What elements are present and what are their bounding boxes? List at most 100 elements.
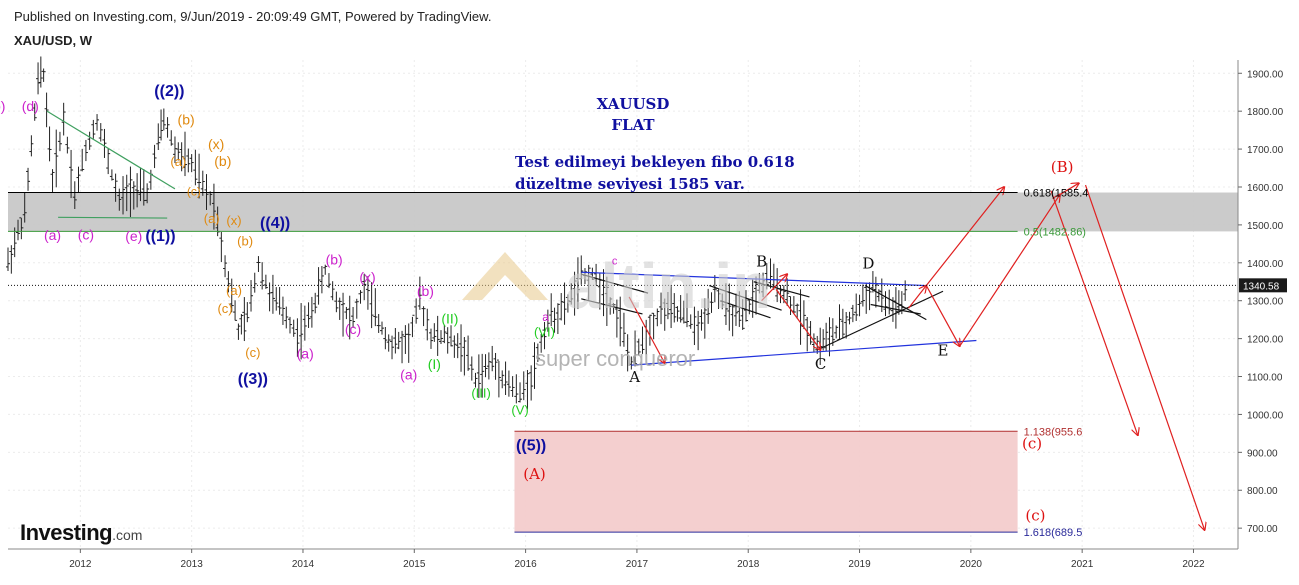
wave-label-25: (a) [400,367,417,383]
fib-label-3: 1.618(689.5 [1024,527,1083,539]
projection-arrow-4 [925,285,959,347]
trend-line-10 [864,285,927,321]
last-price-tag [1239,278,1287,293]
projection-arrow-6 [959,195,1060,347]
last-price-text: 1340.58 [1243,281,1280,292]
fib-label-1: 0.5(1482.86) [1024,226,1086,238]
wave-label-12: (a) [226,283,242,298]
wave-label-34: (A) [523,465,546,483]
trend-line-9 [816,290,944,351]
trend-line-3 [631,339,977,366]
projection-arrow-8 [1050,190,1138,436]
trend-line-1 [58,216,168,219]
y-tick-label-6: 1300.00 [1247,297,1284,308]
projection-arrow-3 [908,286,927,309]
wave-label-13: (c) [217,301,232,316]
wave-label-18: (e) [125,228,142,244]
y-tick-label-10: 1700.00 [1247,145,1284,156]
y-tick-label-11: 1800.00 [1247,107,1284,118]
watermark-brand: altin.in [565,250,771,322]
trend-line-4 [581,273,649,294]
logo-bold: Investing [20,520,113,545]
zone-0 [8,192,1238,232]
wave-label-1: (d) [22,98,39,114]
projection-arrow-2 [775,288,821,350]
y-tick-label-3: 1000.00 [1247,410,1284,421]
note-line-1: Test edilmeyi bekleyen fibo 0.618 [515,153,795,171]
wave-label-8: (a) [204,211,220,226]
y-tick-label-12: 1900.00 [1247,69,1284,80]
x-tick-label-1: 2013 [181,559,204,570]
wave-label-30: (V) [511,402,528,417]
wave-label-36: B [756,253,767,271]
wave-label-31: a [542,310,549,324]
wave-label-21: (x) [359,269,375,285]
wave-label-15: ((3)) [238,371,268,388]
x-tick-label-9: 2021 [1071,559,1094,570]
x-tick-label-8: 2020 [960,559,983,570]
projection-arrow-7 [1059,183,1079,196]
y-tick-label-7: 1400.00 [1247,259,1284,270]
chart-title: XAUUSD [597,95,670,113]
wave-label-19: ((1)) [145,228,175,245]
wave-label-33: ((5)) [516,437,546,454]
x-tick-label-10: 2022 [1182,559,1205,570]
wave-label-20: (b) [326,252,343,268]
x-tick-label-2: 2014 [292,559,315,570]
wave-label-0: (b) [0,98,5,114]
watermark-logo-icon [462,252,548,300]
y-tick-label-1: 800.00 [1247,486,1278,497]
x-tick-label-0: 2012 [69,559,92,570]
fib-label-2: 1.138(955.6 [1024,426,1083,438]
wave-label-29: (III) [471,385,491,400]
trend-line-6 [709,284,782,311]
y-tick-label-9: 1600.00 [1247,183,1284,194]
trend-line-8 [753,281,810,298]
trend-line-7 [720,300,771,319]
trend-line-11 [870,303,921,315]
wave-label-39: E [938,342,949,360]
wave-label-9: (x) [226,213,241,228]
wave-label-3: (b) [178,111,195,127]
wave-label-10: ((4)) [260,215,290,232]
y-tick-label-5: 1200.00 [1247,335,1284,346]
wave-label-16: (a) [44,227,61,243]
wave-label-28: (VI) [534,324,555,339]
trend-line-2 [581,271,927,287]
x-tick-label-5: 2017 [626,559,649,570]
y-tick-label-0: 700.00 [1247,524,1278,535]
wave-label-35: A [628,368,640,386]
x-tick-label-7: 2019 [848,559,871,570]
wave-label-42: (c) [1025,507,1045,525]
projection-arrow-0 [628,296,665,363]
wave-label-4: (x) [208,136,224,152]
note-line-2: düzeltme seviyesi 1585 var. [515,175,745,193]
wave-label-7: (c) [187,184,201,198]
wave-label-32: c [612,256,618,268]
wave-label-14: (c) [245,345,260,360]
x-tick-label-3: 2015 [403,559,426,570]
wave-label-23: (a) [297,346,314,362]
wave-label-17: (c) [78,226,94,242]
x-tick-label-4: 2016 [514,559,537,570]
investing-logo: Investing.com [20,520,142,546]
projection-arrow-1 [761,274,788,302]
wave-label-40: (B) [1051,158,1074,176]
wave-label-11: (b) [237,234,253,249]
trend-line-5 [581,298,643,315]
zone-1 [514,431,1018,533]
wave-label-26: (II) [441,310,458,326]
watermark-tagline: super conqueror [535,346,695,371]
wave-label-37: C [815,355,826,373]
published-info: Published on Investing.com, 9/Jun/2019 -… [14,9,492,24]
wave-label-38: D [862,254,874,272]
projection-arrow-5 [925,187,1004,286]
y-tick-label-4: 1100.00 [1247,373,1283,384]
projection-arrow-9 [1084,184,1205,530]
trend-line-0 [46,110,176,190]
y-tick-label-2: 900.00 [1247,448,1278,459]
wave-label-22: (c) [345,321,361,337]
wave-label-2: ((2)) [154,83,184,100]
